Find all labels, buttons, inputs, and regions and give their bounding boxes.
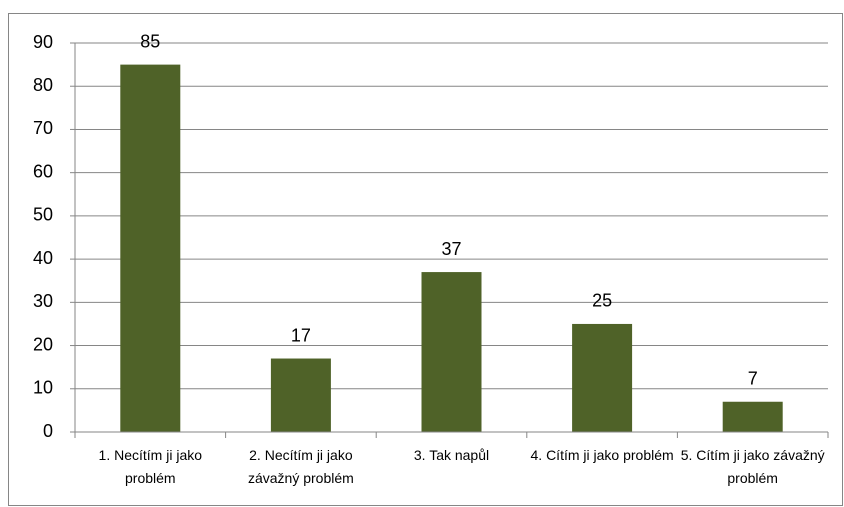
x-tick-label: 5. Cítím ji jako závažný problém: [680, 447, 825, 486]
y-tick-label: 20: [33, 334, 53, 354]
bar: [270, 358, 331, 432]
y-tick-label: 30: [33, 291, 53, 311]
y-tick-label: 40: [33, 248, 53, 268]
x-tick-label: 3. Tak napůl: [413, 447, 490, 463]
data-label: 85: [140, 31, 160, 51]
data-label: 7: [748, 368, 758, 388]
data-label: 25: [592, 291, 612, 311]
bar: [120, 64, 181, 432]
y-tick-label: 10: [33, 378, 53, 398]
data-label: 17: [291, 325, 311, 345]
data-label: 37: [441, 239, 461, 259]
y-tick-label: 80: [33, 75, 53, 95]
chart-border: [8, 13, 843, 506]
bar: [572, 323, 633, 432]
x-tick-label: 2. Necítím ji jako závažný problém: [247, 447, 354, 486]
y-tick-label: 70: [33, 118, 53, 138]
bar: [722, 401, 783, 432]
y-tick-label: 50: [33, 205, 53, 225]
y-tick-label: 60: [33, 161, 53, 181]
bar: [421, 272, 482, 432]
y-tick-label: 0: [43, 421, 53, 441]
y-tick-label: 90: [33, 32, 53, 52]
x-tick-label: 1. Necítím ji jako problém: [98, 447, 203, 486]
x-tick-label: 4. Cítím ji jako problém: [530, 447, 674, 463]
